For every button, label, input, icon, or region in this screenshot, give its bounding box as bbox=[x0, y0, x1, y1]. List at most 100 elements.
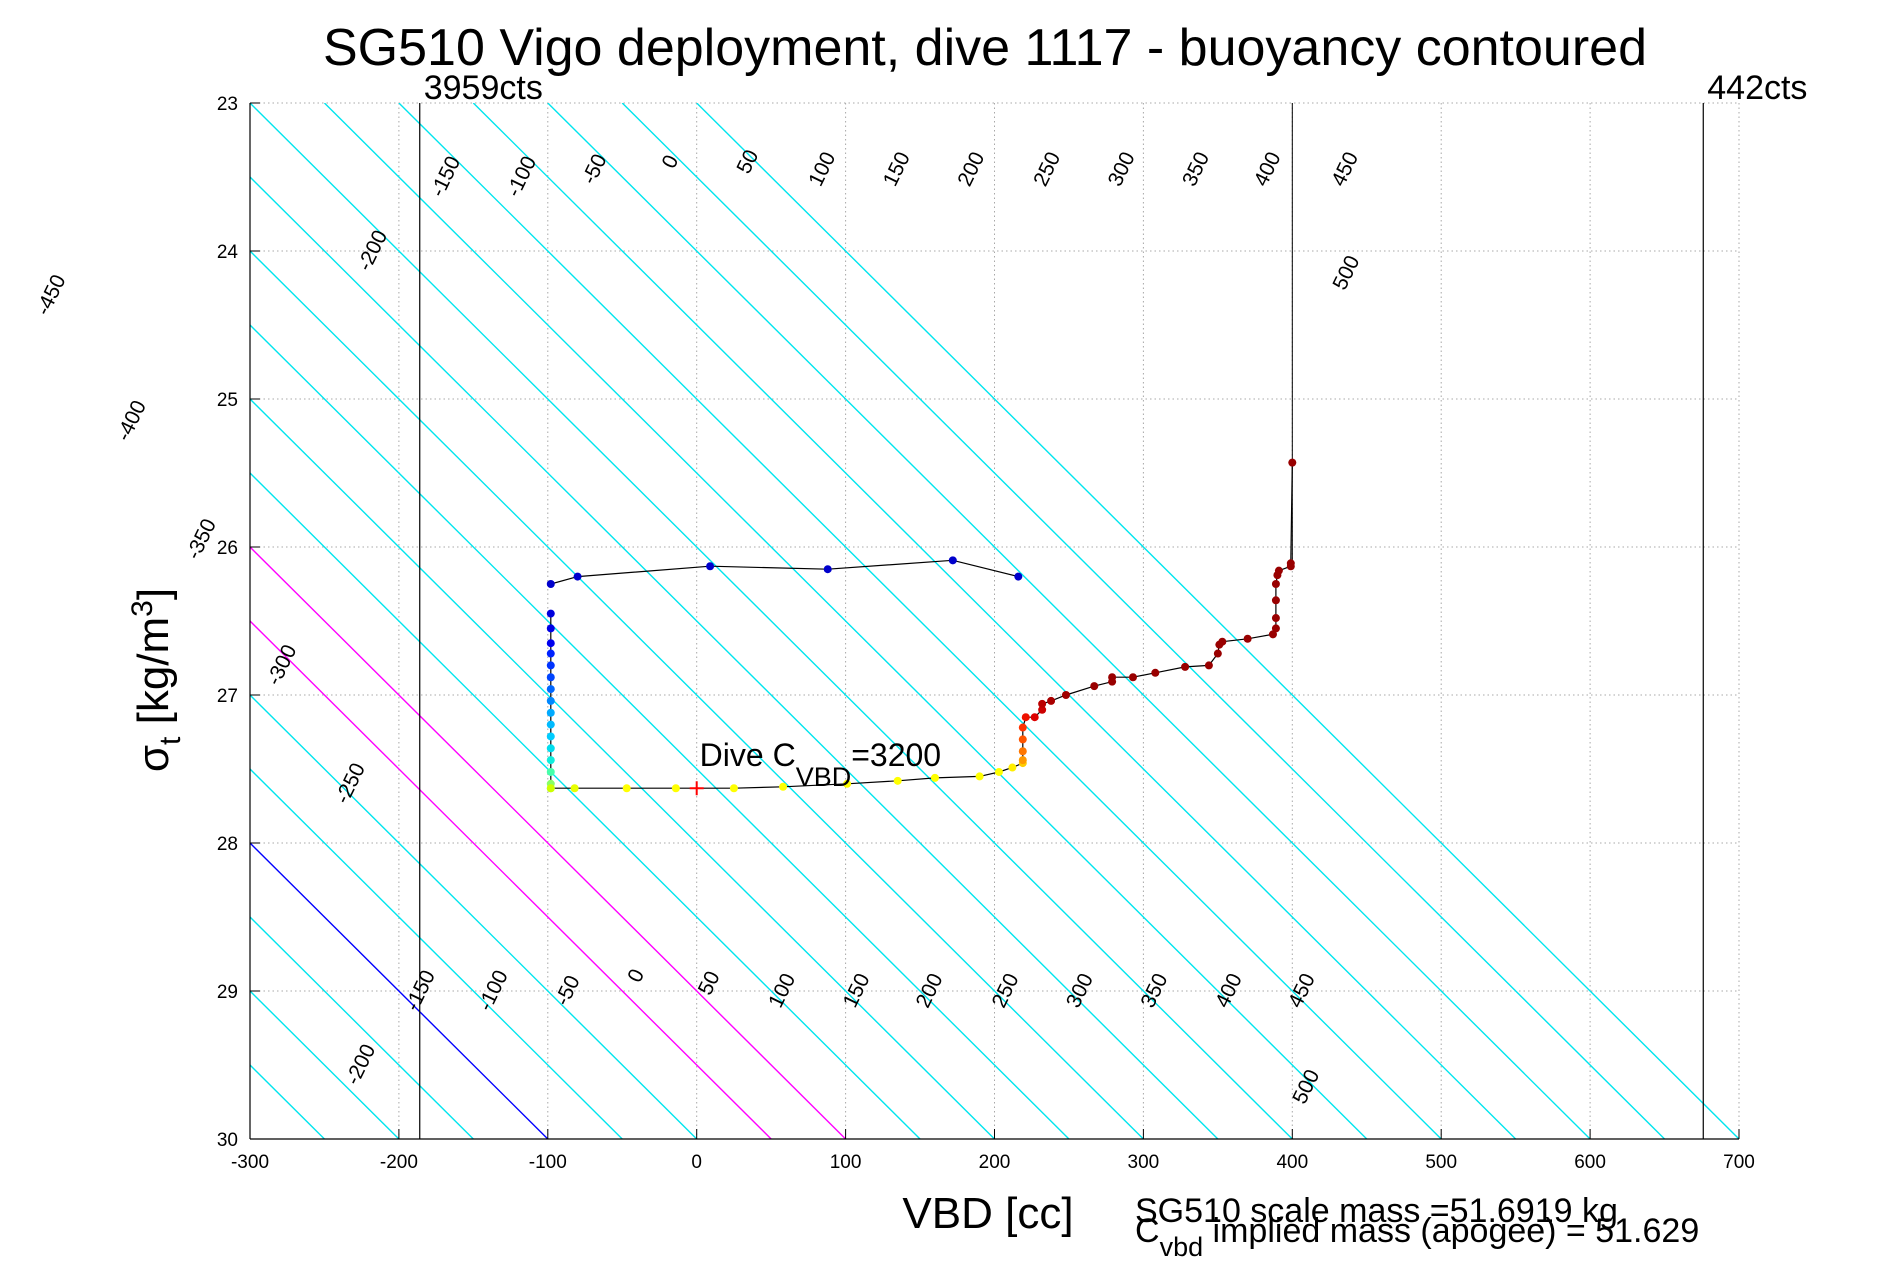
trajectory-point bbox=[546, 720, 555, 729]
contour-line bbox=[250, 103, 1293, 1139]
contour-line bbox=[323, 103, 1368, 1139]
vbd-limit-label: 3959cts bbox=[424, 69, 543, 107]
trajectory-point bbox=[1286, 559, 1295, 568]
trajectory-point bbox=[1018, 747, 1027, 756]
trajectory-point bbox=[1204, 661, 1213, 670]
x-tick-labels: -300 -200 -100 0 100 200 300 400 500 600 700 bbox=[231, 1152, 1755, 1173]
trajectory-point bbox=[1218, 637, 1227, 646]
trajectory-point bbox=[1061, 691, 1070, 699]
implied-mass-note: Cvbd implied mass (apogee) = 51.629 bbox=[1135, 1212, 1699, 1262]
trajectory-point bbox=[546, 767, 555, 776]
contour-line bbox=[0, 103, 101, 1139]
x-tick-label: -300 bbox=[231, 1152, 269, 1173]
trajectory-point bbox=[843, 779, 852, 788]
chart-title: SG510 Vigo deployment, dive 1117 - buoya… bbox=[323, 19, 1647, 77]
y-tick-label: 27 bbox=[217, 686, 238, 707]
trajectory-point bbox=[546, 673, 555, 682]
trajectory-point bbox=[1047, 696, 1056, 705]
y-tick-label: 23 bbox=[217, 94, 238, 115]
contour-label: -350 bbox=[182, 515, 221, 563]
y-tick-label: 29 bbox=[217, 982, 238, 1003]
trajectory-point bbox=[706, 562, 715, 571]
trajectory-point bbox=[546, 696, 555, 705]
trajectory-point bbox=[1243, 634, 1252, 643]
dive-cvbd-sub: VBD bbox=[796, 762, 852, 792]
trajectory-descent bbox=[550, 559, 1019, 585]
trajectory-point bbox=[1038, 705, 1047, 714]
contour-line bbox=[398, 103, 1442, 1139]
trajectory-point bbox=[546, 784, 555, 793]
x-tick-label: 700 bbox=[1723, 1152, 1755, 1173]
x-tick-label: 100 bbox=[830, 1152, 862, 1173]
trajectory-point bbox=[1021, 713, 1030, 722]
dive-cvbd-value: =3200 bbox=[851, 737, 941, 773]
dive-trajectory bbox=[546, 458, 1297, 796]
y-axis-label-unit: [kg/m bbox=[129, 617, 178, 737]
y-tick-label: 30 bbox=[217, 1130, 238, 1151]
contour-line bbox=[547, 103, 1591, 1139]
trajectory-point bbox=[1014, 572, 1023, 581]
vbd-limit-label: 442cts bbox=[1707, 69, 1807, 107]
trajectory-point bbox=[546, 649, 555, 658]
contour-line bbox=[250, 694, 698, 1139]
contour-line bbox=[250, 176, 1219, 1139]
dive-cvbd-main: Dive C bbox=[700, 737, 796, 773]
y-tick-label: 24 bbox=[217, 242, 239, 263]
trajectory-point bbox=[779, 782, 788, 791]
x-axis-label: VBD [cc] bbox=[902, 1189, 1073, 1238]
trajectory-point bbox=[1030, 713, 1039, 722]
trajectory-point bbox=[1213, 649, 1222, 658]
trajectory-point bbox=[948, 556, 957, 565]
trajectory-point bbox=[1090, 682, 1099, 691]
contour-label: -400 bbox=[112, 397, 151, 445]
contour-line bbox=[250, 250, 1144, 1139]
trajectory-point bbox=[1271, 614, 1280, 623]
x-tick-label: -200 bbox=[380, 1152, 418, 1173]
trajectory-point bbox=[1018, 735, 1027, 744]
trajectory-point bbox=[1008, 763, 1017, 772]
trajectory-point bbox=[671, 784, 680, 793]
trajectory-point bbox=[1268, 630, 1277, 639]
x-tick-label: 500 bbox=[1425, 1152, 1457, 1173]
y-tick-label: 25 bbox=[217, 390, 238, 411]
x-tick-label: 600 bbox=[1574, 1152, 1606, 1173]
axes-frame bbox=[249, 102, 1740, 1140]
x-tick-label: 400 bbox=[1276, 1152, 1308, 1173]
vbd-limit-lines: 3959cts 442cts bbox=[419, 69, 1807, 1139]
trajectory-point bbox=[1271, 596, 1280, 605]
y-axis-label-sup: 3 bbox=[126, 600, 159, 617]
trajectory-point bbox=[622, 784, 631, 793]
y-axis-label: σt [kg/m3] bbox=[126, 588, 187, 772]
trajectory-point bbox=[994, 767, 1003, 776]
contour-line bbox=[472, 103, 1517, 1139]
x-tick-label: 300 bbox=[1128, 1152, 1160, 1173]
trajectory-point bbox=[1108, 673, 1117, 682]
trajectory-point bbox=[1271, 624, 1280, 633]
contour-line bbox=[250, 472, 921, 1139]
y-tick-labels: 23 24 25 26 27 28 29 30 bbox=[217, 94, 239, 1151]
scale-mass-note: SG510 scale mass =51.6919 kg bbox=[1135, 1192, 1618, 1230]
contour-line bbox=[696, 103, 1739, 1139]
contour-line bbox=[250, 546, 847, 1139]
implied-mass-c: C bbox=[1135, 1212, 1160, 1250]
trajectory-point bbox=[1271, 580, 1280, 588]
trajectory-point bbox=[573, 572, 582, 581]
trajectory-point bbox=[1128, 673, 1137, 682]
contour-line bbox=[250, 842, 549, 1139]
trajectory-point bbox=[546, 609, 555, 618]
y-axis-label-sigma: σ bbox=[129, 745, 178, 772]
trajectory-point bbox=[1018, 756, 1027, 765]
contour-line bbox=[250, 1138, 251, 1139]
implied-mass-text: implied mass (apogee) = 51.629 bbox=[1203, 1212, 1699, 1250]
trajectory-point bbox=[546, 580, 555, 588]
trajectory-point bbox=[546, 732, 555, 741]
x-tick-label: 0 bbox=[691, 1152, 702, 1173]
trajectory-point bbox=[729, 784, 738, 793]
x-tick-label: -100 bbox=[529, 1152, 567, 1173]
contour-line bbox=[0, 103, 27, 1139]
trajectory-point bbox=[546, 639, 555, 648]
trajectory-point bbox=[1181, 662, 1190, 671]
trajectory-point bbox=[546, 708, 555, 717]
contour-line bbox=[250, 324, 1070, 1139]
